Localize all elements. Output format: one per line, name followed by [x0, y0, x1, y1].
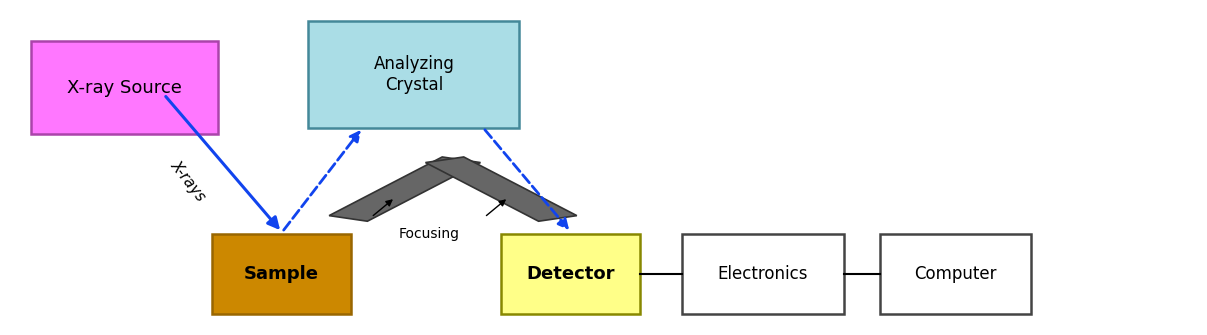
Polygon shape	[330, 157, 480, 221]
Text: Computer: Computer	[915, 265, 997, 283]
Polygon shape	[426, 157, 577, 221]
FancyBboxPatch shape	[501, 234, 640, 314]
Text: Sample: Sample	[244, 265, 319, 283]
FancyBboxPatch shape	[682, 234, 845, 314]
Text: X-rays: X-rays	[168, 157, 209, 204]
Text: Focusing: Focusing	[398, 227, 460, 241]
Text: Detector: Detector	[526, 265, 614, 283]
Text: Analyzing
Crystal: Analyzing Crystal	[373, 55, 454, 94]
FancyBboxPatch shape	[309, 21, 519, 128]
Text: Electronics: Electronics	[718, 265, 809, 283]
FancyBboxPatch shape	[212, 234, 350, 314]
FancyBboxPatch shape	[31, 41, 218, 134]
Text: X-ray Source: X-ray Source	[68, 79, 182, 97]
FancyBboxPatch shape	[880, 234, 1031, 314]
